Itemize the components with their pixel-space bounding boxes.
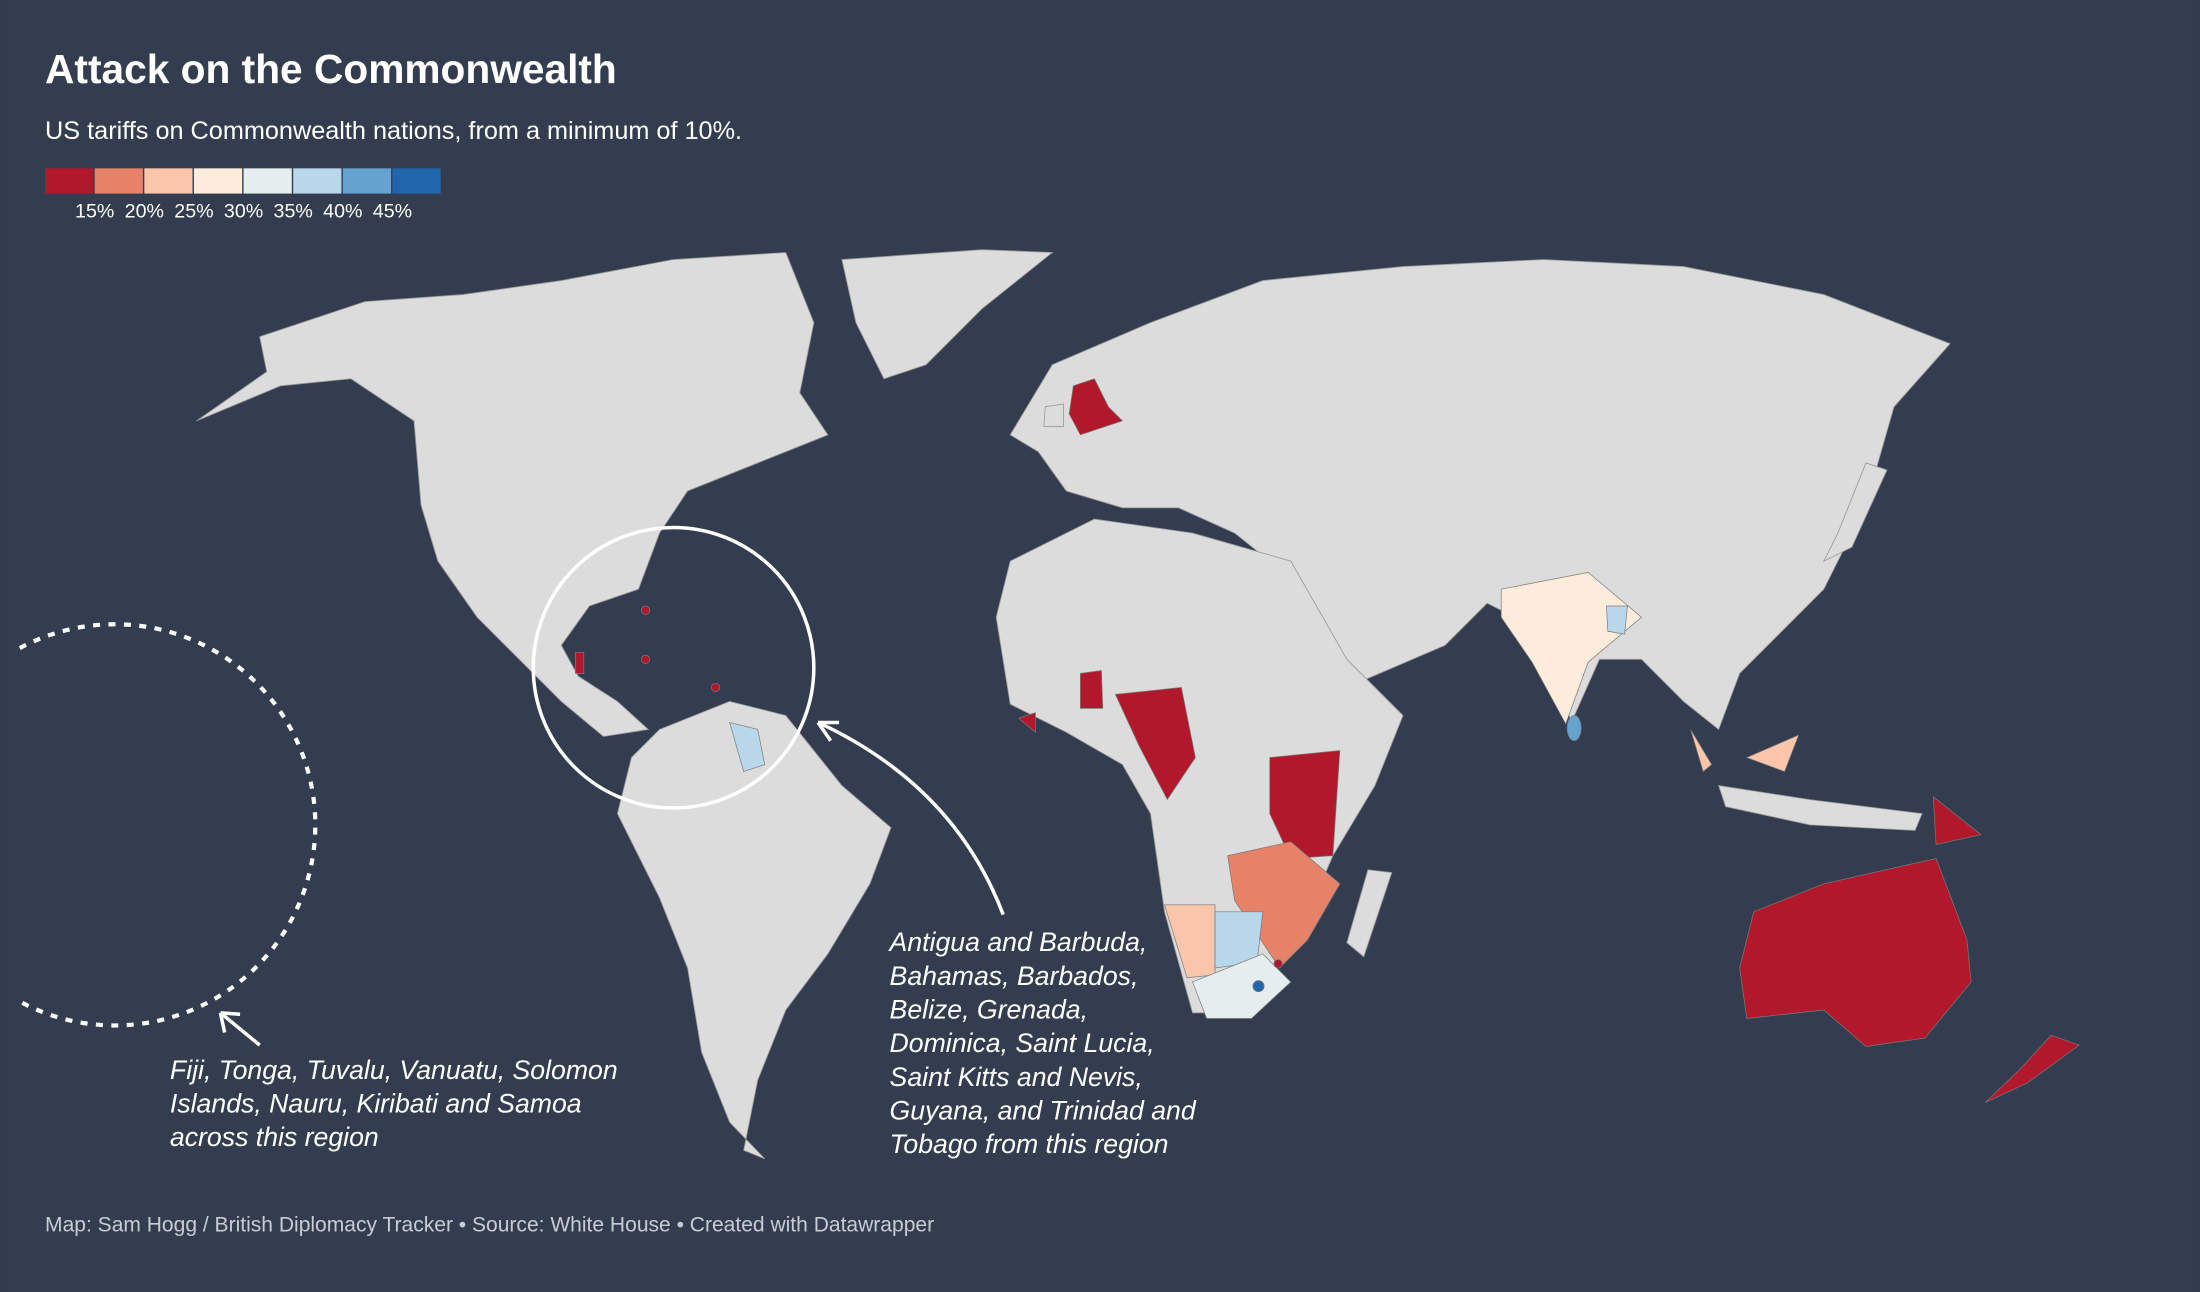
annotation-line: Saint Kitts and Nevis, — [890, 1062, 1143, 1092]
southern-africa — [1227, 841, 1341, 969]
trinidad — [711, 682, 721, 692]
new-zealand — [1984, 1034, 2080, 1103]
annotation-line: across this region — [170, 1122, 379, 1152]
legend-swatch — [144, 168, 193, 194]
madagascar — [1346, 869, 1393, 958]
annotation-line: Antigua and Barbuda, — [888, 927, 1148, 957]
sri-lanka — [1566, 715, 1582, 742]
papua-new-guinea — [1932, 796, 1982, 845]
annotation-line: Dominica, Saint Lucia, — [890, 1028, 1155, 1058]
east-africa — [1269, 750, 1341, 859]
eurasia — [1009, 259, 1951, 731]
legend-label: 35% — [274, 200, 313, 222]
malaysia-borneo — [1745, 734, 1800, 773]
south-africa — [1192, 953, 1292, 1019]
arrow — [816, 720, 1005, 916]
legend-swatch — [293, 168, 342, 194]
legend-swatch — [243, 168, 292, 194]
annotation-line: Islands, Nauru, Kiribati and Samoa — [170, 1088, 582, 1118]
bangladesh — [1606, 605, 1628, 635]
region-circle-dashed — [18, 622, 318, 1028]
legend-swatch — [193, 168, 243, 194]
malaysia-peninsula — [1690, 729, 1713, 773]
guyana — [729, 721, 766, 773]
legend-label: 15% — [75, 200, 114, 222]
subtitle: US tariffs on Commonwealth nations, from… — [45, 117, 742, 145]
annotation-line: Bahamas, Barbados, — [890, 961, 1139, 991]
north-america — [196, 252, 829, 737]
legend-swatch — [45, 168, 94, 194]
annotation-line: Fiji, Tonga, Tuvalu, Vanuatu, Solomon — [170, 1055, 618, 1085]
annotation-line: Guyana, and Trinidad and — [890, 1095, 1197, 1125]
legend-label: 40% — [323, 200, 362, 222]
ghana — [1080, 670, 1104, 709]
australia — [1739, 858, 1972, 1047]
title: Attack on the Commonwealth — [45, 46, 617, 92]
greenland — [841, 249, 1054, 380]
legend-swatch — [94, 168, 143, 194]
footer: Map: Sam Hogg / British Diplomacy Tracke… — [45, 1214, 934, 1237]
legend-label: 30% — [224, 200, 263, 222]
region-circle — [531, 525, 816, 810]
united-kingdom — [1068, 378, 1124, 436]
bahamas — [640, 605, 651, 615]
sierra-leone — [1017, 712, 1036, 734]
legend-label: 45% — [373, 200, 412, 222]
japan — [1822, 462, 1888, 563]
indonesia — [1718, 785, 1923, 831]
lesotho — [1252, 980, 1265, 993]
south-america — [616, 700, 892, 1160]
annotations: Fiji, Tonga, Tuvalu, Vanuatu, SolomonIsl… — [170, 927, 1197, 1159]
belize — [574, 651, 585, 674]
legend-swatch — [342, 168, 392, 194]
legend: 15% 20% 25% 30% 35% 40% 45% — [45, 168, 441, 222]
jamaica — [640, 654, 651, 664]
west-africa — [1114, 687, 1196, 801]
arrow — [218, 1011, 261, 1047]
legend-label: 25% — [174, 200, 213, 222]
ireland — [1043, 403, 1064, 427]
annotation-line: Tobago from this region — [890, 1129, 1169, 1159]
legend-label: 20% — [125, 200, 164, 222]
annotation-line: Belize, Grenada, — [890, 994, 1088, 1024]
map — [196, 249, 2080, 1160]
legend-swatch — [392, 168, 441, 194]
eswatini — [1273, 959, 1283, 969]
